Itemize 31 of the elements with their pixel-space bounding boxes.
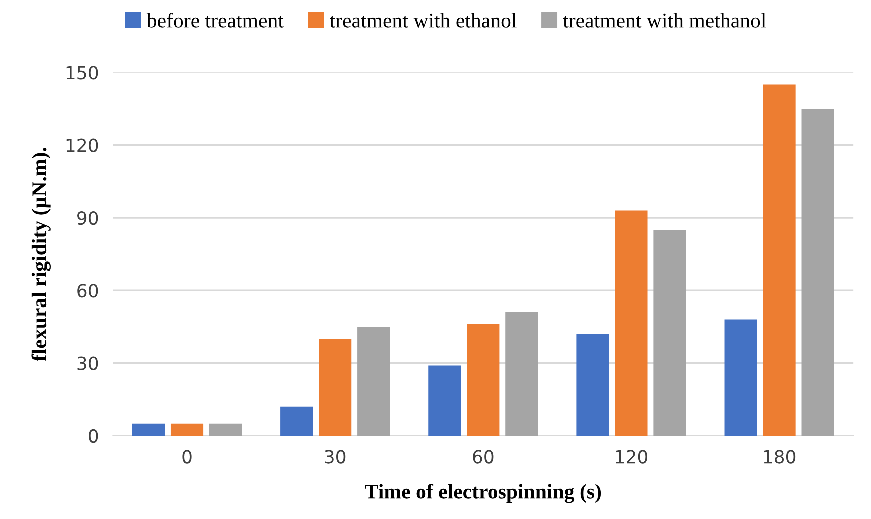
bar (132, 424, 166, 436)
bar (615, 210, 648, 436)
bar (319, 339, 352, 436)
bar (170, 424, 204, 436)
y-tick-label: 60 (78, 284, 98, 298)
x-tick-label: 0 (182, 450, 192, 464)
y-tick-label: 30 (78, 356, 98, 370)
bar (576, 334, 610, 436)
x-tick-label: 120 (616, 450, 648, 464)
y-tick-label: 120 (66, 138, 98, 152)
legend-label: treatment with ethanol (330, 13, 517, 28)
legend-label: treatment with methanol (563, 13, 766, 28)
x-tick-label: 60 (473, 450, 494, 464)
bar (506, 312, 538, 436)
y-tick-label: 0 (89, 429, 98, 444)
bar (802, 108, 834, 436)
bar (467, 324, 500, 436)
x-tick-label: 180 (764, 450, 796, 464)
y-tick-label: 90 (78, 211, 98, 226)
legend-label: before treatment (146, 13, 284, 28)
x-tick-label: 30 (325, 450, 346, 464)
bar (654, 230, 686, 436)
y-axis-title: flexural rigidity (µN.m). (32, 148, 51, 362)
x-axis-title: Time of electrospinning (s) (365, 484, 602, 504)
bar (280, 406, 314, 436)
bar (763, 84, 796, 436)
bar (358, 326, 390, 436)
bar (209, 424, 242, 436)
bar (428, 366, 462, 436)
bar (724, 320, 758, 436)
y-tick-label: 150 (66, 66, 98, 80)
